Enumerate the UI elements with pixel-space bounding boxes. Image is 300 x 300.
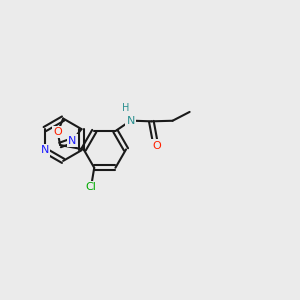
Text: N: N	[127, 116, 135, 126]
Text: Cl: Cl	[86, 182, 97, 192]
Text: O: O	[53, 127, 62, 137]
Text: N: N	[40, 145, 49, 155]
Text: O: O	[152, 141, 161, 151]
Text: N: N	[68, 136, 76, 146]
Text: H: H	[122, 103, 130, 113]
